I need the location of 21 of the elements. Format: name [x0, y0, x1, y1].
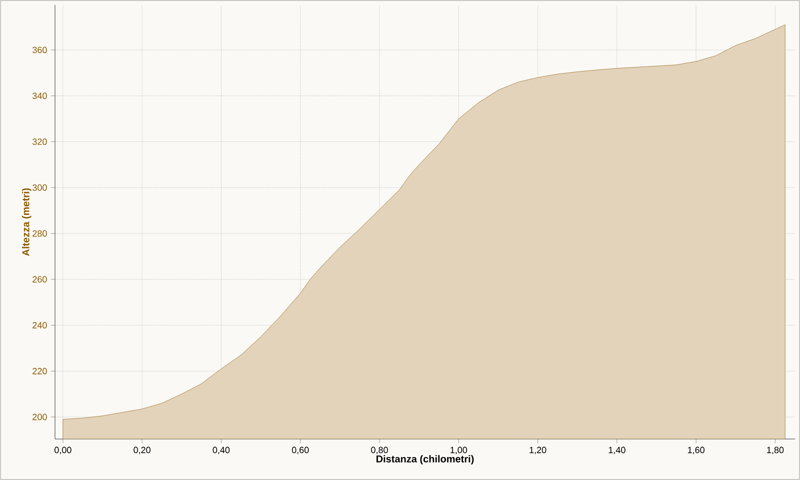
y-tick-label: 280 — [32, 230, 47, 237]
x-tick-label: 0,20 — [134, 446, 150, 454]
y-tick-label: 260 — [32, 276, 47, 283]
y-tick-label: 320 — [32, 138, 47, 145]
x-tick-label: 1,00 — [450, 446, 468, 454]
x-tick-label: 1,60 — [688, 446, 704, 454]
x-axis-title: Distanza (chilometri) — [376, 455, 474, 464]
y-tick-label: 300 — [32, 184, 47, 191]
x-tick-label: 1,80 — [767, 446, 784, 454]
y-tick-label: 200 — [32, 414, 47, 420]
y-tick-label: 340 — [32, 92, 47, 100]
y-tick-label: 240 — [32, 322, 47, 328]
y-tick-label: 220 — [32, 368, 47, 374]
x-tick-label: 0,60 — [292, 446, 309, 454]
x-tick-label: 0,00 — [54, 446, 72, 454]
x-tick-label: 1,40 — [608, 446, 626, 454]
y-axis-title: Altezza (metri) — [22, 188, 32, 256]
x-tick-label: 0,80 — [371, 446, 388, 454]
y-tick-label: 360 — [32, 46, 47, 54]
x-tick-label: 0,40 — [212, 446, 230, 454]
x-tick-label: 1,20 — [530, 446, 546, 454]
